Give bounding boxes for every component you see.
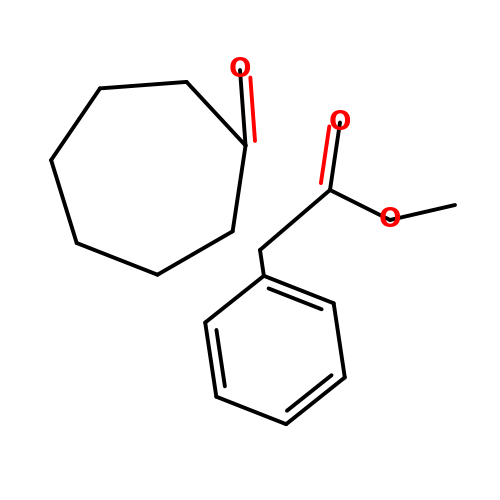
Text: O: O bbox=[379, 207, 401, 233]
Text: O: O bbox=[329, 110, 351, 136]
Text: O: O bbox=[229, 57, 252, 83]
